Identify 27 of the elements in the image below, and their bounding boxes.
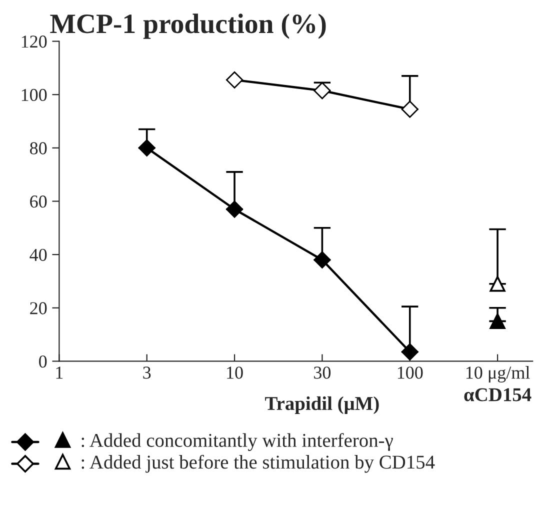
x-tick-label: 10 μg/ml (466, 366, 530, 382)
x-axis-title: Trapidil (μM) (265, 396, 379, 414)
x-tick-label: 30 (314, 366, 331, 379)
text: αCD154 (464, 388, 532, 402)
point (314, 82, 331, 100)
chart-title: MCP-1 production (%) (50, 14, 326, 39)
point (490, 276, 506, 292)
y-tick-label: 100 (22, 88, 47, 102)
x-tick-label: 1 (56, 366, 63, 379)
y-tick-label: 20 (30, 302, 47, 314)
y-tick-label: 80 (30, 142, 47, 154)
legend-label: : Added concomitantly with interferon-γ (82, 433, 393, 451)
legend-label: : Added just before the stimulation by CD154 (82, 454, 435, 473)
x-tick-label: 10 (227, 366, 243, 379)
point (138, 139, 156, 156)
point (226, 200, 244, 218)
y-tick-label: 60 (30, 195, 47, 208)
y-tick-label: 0 (39, 355, 47, 368)
y-tick-label: 40 (30, 248, 47, 261)
x-tick-label: 100 (398, 366, 423, 379)
point (490, 313, 506, 330)
x-tick-label: 3 (143, 366, 151, 379)
point (314, 251, 331, 268)
point (401, 343, 418, 360)
y-tick-label: 120 (22, 36, 47, 48)
point (401, 100, 418, 118)
point (226, 71, 244, 88)
